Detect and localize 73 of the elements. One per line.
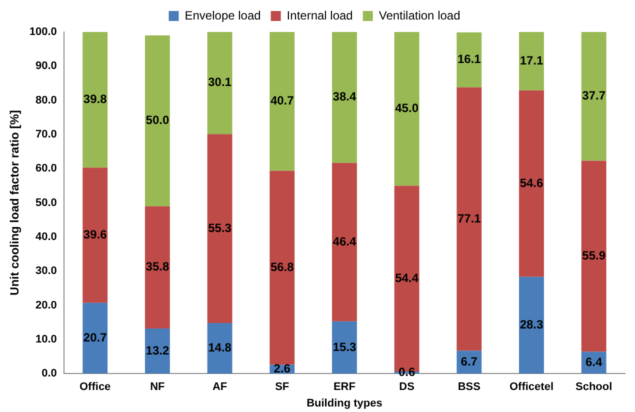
data-label: 54.4 xyxy=(395,270,419,285)
bar xyxy=(332,162,357,322)
legend-label: Internal load xyxy=(286,8,353,22)
x-tick-label: BSS xyxy=(458,381,480,394)
data-label: 38.4 xyxy=(332,90,356,104)
bar xyxy=(332,321,357,374)
x-tick-label: Office xyxy=(80,381,111,394)
y-tick-label: 90.0 xyxy=(36,60,57,72)
bar xyxy=(82,168,108,303)
bar xyxy=(456,87,482,351)
bar xyxy=(332,32,357,163)
data-label: 39.8 xyxy=(83,92,108,106)
bar xyxy=(270,32,295,171)
x-tick-label: DS xyxy=(399,381,414,394)
legend-label: Ventilation load xyxy=(378,8,460,22)
bar xyxy=(207,32,232,134)
legend-label: Envelope load xyxy=(184,8,261,22)
x-tick-label: ERF xyxy=(333,381,356,394)
x-tick-label: Officetel xyxy=(509,381,554,394)
data-label: 6.7 xyxy=(460,354,478,368)
data-label: 16.1 xyxy=(457,52,482,66)
data-label: 40.7 xyxy=(270,93,294,108)
bar xyxy=(144,35,170,206)
x-tick-label: SF xyxy=(275,381,290,394)
y-tick-label: 100.0 xyxy=(29,26,57,38)
data-label: 14.8 xyxy=(208,340,232,355)
data-label: 45.0 xyxy=(395,101,419,116)
y-tick-label: 50.0 xyxy=(36,196,57,209)
data-label: 20.7 xyxy=(83,330,108,345)
data-label: 30.1 xyxy=(208,75,232,90)
data-label: 50.0 xyxy=(146,113,170,128)
y-tick-label: 0.0 xyxy=(42,368,57,380)
bar xyxy=(519,32,544,90)
y-tick-label: 70.0 xyxy=(36,128,57,141)
data-label: 39.6 xyxy=(83,228,108,242)
data-label: 6.4 xyxy=(585,354,602,369)
x-tick-label: NF xyxy=(150,381,166,394)
data-label: 37.7 xyxy=(582,88,606,103)
bar xyxy=(82,302,108,374)
data-label: 77.1 xyxy=(457,211,482,226)
bar xyxy=(519,90,544,277)
bar xyxy=(456,32,482,88)
data-label: 15.3 xyxy=(332,340,356,354)
y-tick-label: 30.0 xyxy=(36,265,57,278)
bar xyxy=(144,328,170,374)
data-label: 55.3 xyxy=(208,220,232,235)
data-label: 2.6 xyxy=(274,361,291,376)
data-label: 13.2 xyxy=(146,343,170,358)
bar xyxy=(394,32,420,186)
y-tick-label: 10.0 xyxy=(36,333,57,346)
x-tick-label: AF xyxy=(212,381,228,394)
bar xyxy=(207,134,232,324)
bar xyxy=(581,160,606,352)
bar xyxy=(82,32,108,168)
data-label: 28.3 xyxy=(520,318,544,332)
data-label: 56.8 xyxy=(270,260,294,274)
bar xyxy=(270,170,295,365)
y-tick-label: 80.0 xyxy=(36,94,57,106)
x-axis-title: Building types xyxy=(306,397,382,410)
x-tick-label: School xyxy=(575,381,612,394)
data-label: 35.8 xyxy=(146,260,170,274)
bar xyxy=(144,206,170,329)
y-tick-label: 20.0 xyxy=(36,299,57,312)
y-tick-label: 60.0 xyxy=(36,162,57,175)
data-label: 0.6 xyxy=(398,364,416,379)
bar xyxy=(519,276,544,374)
data-label: 54.6 xyxy=(520,176,544,190)
y-axis-title: Unit cooling load factor ratio [%] xyxy=(8,110,22,296)
data-label: 46.4 xyxy=(332,234,356,248)
data-label: 55.9 xyxy=(582,248,606,263)
y-tick-label: 40.0 xyxy=(36,230,57,243)
data-label: 17.1 xyxy=(520,54,544,68)
bar xyxy=(581,32,606,161)
